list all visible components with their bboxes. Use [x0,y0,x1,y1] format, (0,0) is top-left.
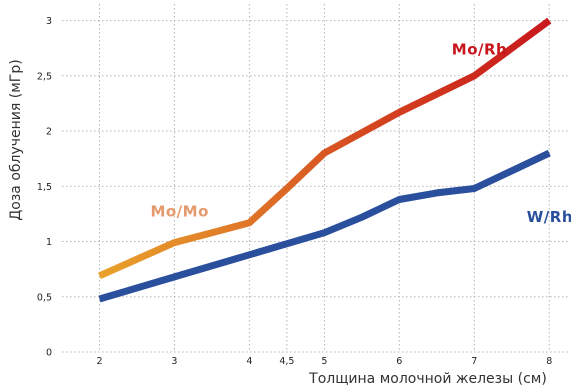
x-tick-label: 6 [396,356,402,367]
x-tick-label: 2 [96,356,102,367]
series-label-w-rh: W/Rh [527,208,571,226]
grid [62,4,568,353]
x-tick-label: 4 [246,356,252,367]
series-line-mo [98,17,552,279]
y-tick-label: 3 [46,16,52,27]
y-tick-label: 2 [46,127,52,138]
x-tick-label: 5 [321,356,327,367]
x-tick-label: 4,5 [279,356,294,367]
y-tick-label: 0 [46,348,52,359]
series-label-mo-rh: Mo/Rh [452,40,507,58]
y-tick-label: 1 [46,237,52,248]
y-tick-label: 2,5 [37,71,52,82]
x-tick-label: 8 [546,356,552,367]
series [98,17,552,303]
y-tick-label: 0,5 [37,292,52,303]
y-tick-label: 1,5 [37,182,52,193]
x-tick-label: 7 [471,356,477,367]
labels: Mo/Rh Mo/Mo W/Rh [150,40,571,226]
x-tick-label: 3 [171,356,177,367]
y-axis-label: Доза облучения (мГр) [8,59,24,220]
x-axis-label: Толщина молочной железы (см) [308,371,547,386]
series-label-mo-mo: Mo/Mo [150,203,208,221]
axes: 0 0,5 1 1,5 2 2,5 3 2 3 4 4,5 5 6 7 8 Доза облучения (м… [8,16,552,386]
series-line-w-rh [98,149,551,303]
